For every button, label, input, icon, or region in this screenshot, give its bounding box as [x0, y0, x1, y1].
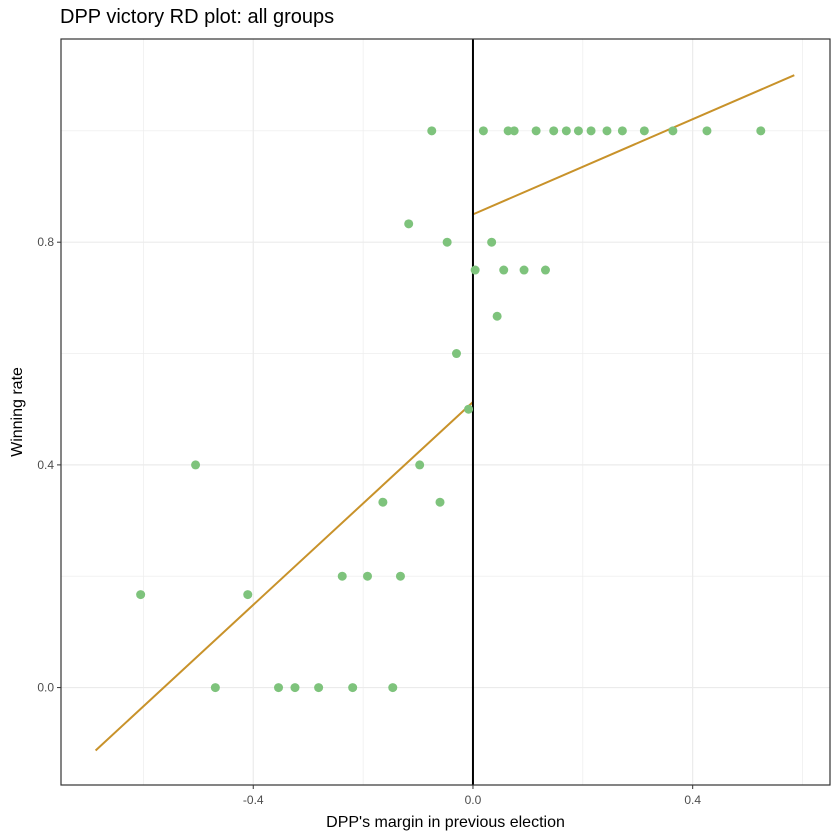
chart-title: DPP victory RD plot: all groups	[60, 6, 335, 28]
data-point	[210, 683, 220, 693]
data-point	[136, 590, 146, 600]
data-point	[442, 237, 452, 247]
data-point	[451, 349, 461, 359]
data-point	[540, 265, 550, 275]
data-point	[702, 126, 712, 136]
data-point	[470, 265, 480, 275]
data-points	[136, 126, 766, 693]
data-point	[337, 571, 347, 581]
y-axis-ticks: 0.0 0.4 0.8	[37, 235, 61, 695]
y-tick-label: 0.0	[37, 681, 54, 695]
data-point	[573, 126, 583, 136]
data-point	[492, 311, 502, 321]
fit-lines	[94, 74, 795, 752]
data-point	[415, 460, 425, 470]
data-point	[519, 265, 529, 275]
data-point	[499, 265, 509, 275]
data-point	[586, 126, 596, 136]
plot-background	[61, 39, 830, 785]
data-point	[395, 571, 405, 581]
data-point	[363, 571, 373, 581]
data-point	[274, 683, 284, 693]
x-tick-label: 0.0	[465, 793, 482, 807]
data-point	[388, 683, 398, 693]
x-tick-label: -0.4	[243, 793, 264, 807]
data-point	[549, 126, 559, 136]
data-point	[602, 126, 612, 136]
y-tick-label: 0.8	[37, 235, 54, 249]
data-point	[314, 683, 324, 693]
data-point	[290, 683, 300, 693]
data-point	[756, 126, 766, 136]
y-tick-label: 0.4	[37, 458, 54, 472]
data-point	[531, 126, 541, 136]
fit-line	[94, 401, 474, 752]
data-point	[478, 126, 488, 136]
plot-border	[60, 38, 831, 786]
data-point	[243, 590, 253, 600]
data-point	[378, 497, 388, 507]
data-point	[487, 237, 497, 247]
data-point	[404, 219, 414, 229]
x-axis-title: DPP's margin in previous election	[326, 814, 565, 831]
data-point	[348, 683, 358, 693]
x-axis-ticks: -0.4 0.0 0.4	[243, 785, 701, 807]
data-point	[561, 126, 571, 136]
y-axis-title: Winning rate	[9, 367, 26, 457]
data-point	[427, 126, 437, 136]
data-point	[464, 404, 474, 414]
fit-line	[472, 74, 795, 216]
data-point	[191, 460, 201, 470]
data-point	[617, 126, 627, 136]
x-tick-label: 0.4	[684, 793, 701, 807]
data-point	[639, 126, 649, 136]
data-point	[435, 497, 445, 507]
data-point	[509, 126, 519, 136]
data-point	[668, 126, 678, 136]
